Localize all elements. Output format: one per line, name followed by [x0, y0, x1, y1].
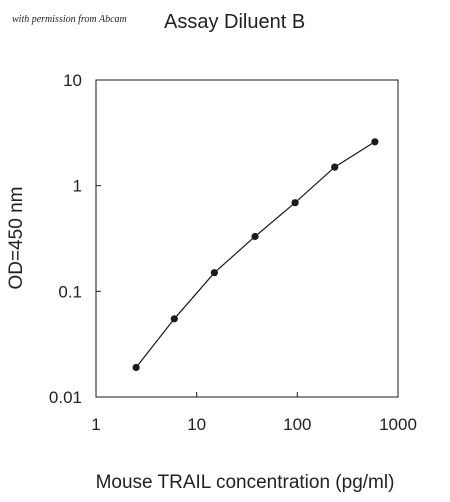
y-tick-label: 1: [73, 177, 82, 196]
y-tick-label: 0.01: [49, 388, 82, 407]
data-point: [170, 315, 178, 323]
y-axis-label: OD=450 nm: [6, 187, 27, 290]
x-tick-label: 1000: [379, 415, 417, 434]
series-layer: [132, 138, 379, 372]
data-point: [210, 269, 218, 277]
data-point: [371, 138, 379, 146]
data-point: [291, 199, 299, 207]
data-point: [331, 163, 339, 171]
credit-text: with permission from Abcam: [12, 14, 127, 25]
y-tick-label: 10: [63, 71, 82, 90]
x-axis-ticks: 1 10 100 1000: [91, 392, 417, 434]
y-tick-label: 0.1: [58, 282, 82, 301]
y-axis-ticks: 0.01 0.1 1 10: [49, 71, 101, 407]
x-tick-label: 1: [91, 415, 100, 434]
series-line: [135, 141, 376, 368]
x-axis-label: Mouse TRAIL concentration (pg/ml): [96, 472, 395, 493]
x-tick-label: 10: [187, 415, 206, 434]
x-tick-label: 100: [283, 415, 311, 434]
data-point: [251, 232, 259, 241]
data-point: [132, 363, 140, 372]
chart-title: Assay Diluent B: [164, 11, 305, 33]
plot-area-frame: [95, 79, 399, 398]
